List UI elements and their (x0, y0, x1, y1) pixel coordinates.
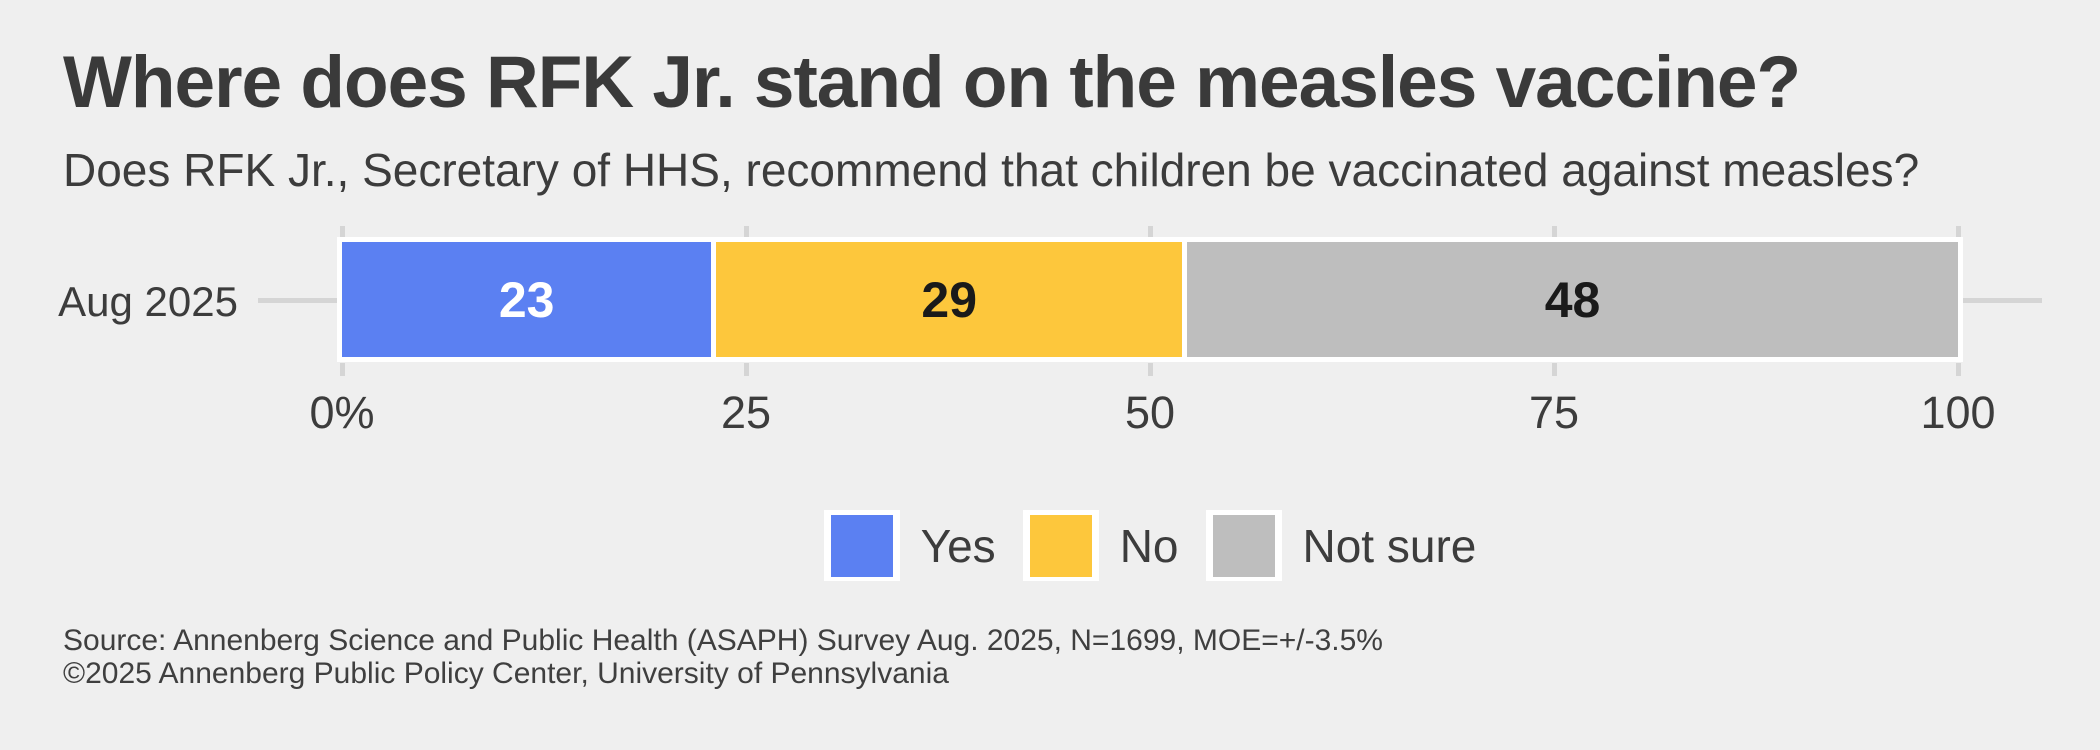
x-axis-tick-label: 100 (1920, 387, 1996, 438)
legend-swatch-color (1029, 514, 1092, 577)
x-axis-tick (1551, 226, 1557, 239)
legend-swatch (1022, 510, 1099, 581)
x-axis-tick (1955, 363, 1961, 376)
row-baseline-dash-left (258, 298, 338, 303)
x-axis-tick (339, 226, 345, 239)
bar-value-label: 29 (921, 271, 978, 328)
legend: Yes No Not sure (342, 510, 1958, 581)
x-axis-tick-label: 0% (309, 387, 375, 438)
bar-value-label: 48 (1544, 271, 1601, 328)
x-axis-tick-label: 75 (1528, 387, 1580, 438)
bar-segment-not-sure: 48 (1187, 242, 1958, 357)
legend-item-yes: Yes (823, 510, 996, 581)
row-baseline-dash-right (1962, 298, 2042, 303)
chart-subtitle: Does RFK Jr., Secretary of HHS, recommen… (63, 144, 1920, 196)
category-label: Aug 2025 (58, 278, 238, 325)
legend-item-no: No (1022, 510, 1179, 581)
x-axis-tick-label: 50 (1124, 387, 1176, 438)
legend-swatch (1205, 510, 1282, 581)
x-axis-tick (1551, 363, 1557, 376)
legend-label: Not sure (1302, 519, 1477, 572)
x-axis-tick (743, 226, 749, 239)
bar-segment-no: 29 (716, 242, 1183, 357)
source-line-2: ©2025 Annenberg Public Policy Center, Un… (63, 657, 949, 690)
legend-label: Yes (920, 519, 996, 572)
legend-label: No (1119, 519, 1179, 572)
legend-swatch-color (830, 514, 893, 577)
legend-item-not-sure: Not sure (1205, 510, 1477, 581)
x-axis-tick (743, 363, 749, 376)
bar-segment-yes: 23 (342, 242, 712, 357)
x-axis-tick-label: 25 (720, 387, 772, 438)
stacked-bar: 23 29 48 (337, 237, 1963, 362)
legend-swatch-color (1212, 514, 1275, 577)
legend-swatch (823, 510, 900, 581)
x-axis-tick (1147, 363, 1153, 376)
x-axis-tick (339, 363, 345, 376)
x-axis-tick (1955, 226, 1961, 239)
x-axis-tick (1147, 226, 1153, 239)
chart-title: Where does RFK Jr. stand on the measles … (63, 42, 1801, 123)
bar-value-label: 23 (498, 271, 555, 328)
source-note: Source: Annenberg Science and Public Hea… (63, 624, 1383, 690)
source-line-1: Source: Annenberg Science and Public Hea… (63, 624, 1383, 657)
